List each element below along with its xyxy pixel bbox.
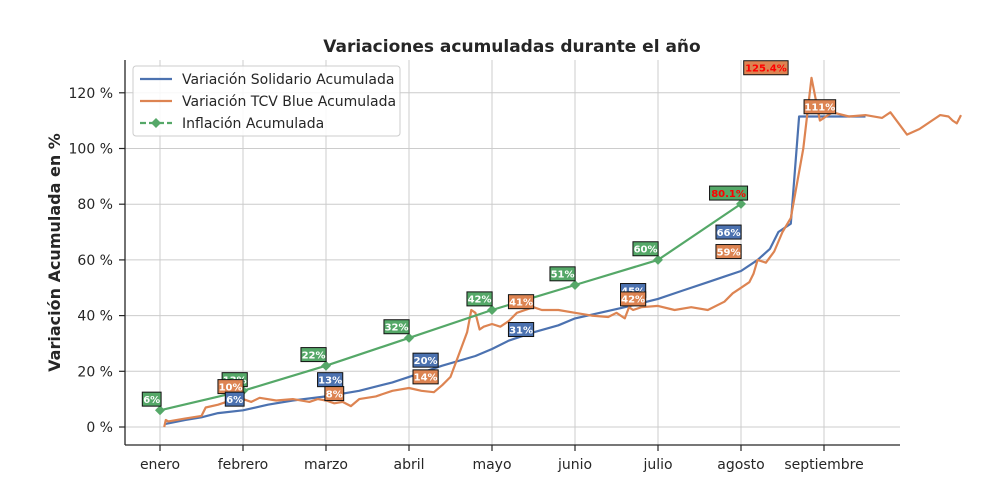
x-tick-label: septiembre	[784, 457, 863, 473]
data-label-text: 66%	[717, 228, 741, 239]
inflacion-marker	[321, 360, 331, 371]
data-label-text: 14%	[414, 373, 438, 384]
legend-diamond-marker	[151, 118, 161, 128]
x-tick-label: junio	[557, 457, 592, 473]
data-label: 20%	[412, 352, 439, 368]
x-tick-label: julio	[642, 457, 672, 473]
tick-labels: enero febrero marzo abril mayo junio julio agos…	[69, 86, 864, 473]
data-label: 111%	[803, 99, 837, 115]
chart-title: Variaciones acumuladas durante el año	[323, 37, 700, 57]
data-label-box	[141, 391, 162, 407]
x-tick-label: enero	[140, 457, 180, 473]
y-tick-label: 100 %	[69, 142, 113, 158]
data-label-text: 60%	[634, 245, 658, 256]
legend-label: Variación TCV Blue Acumulada	[182, 94, 396, 110]
data-label-text: 8%	[326, 389, 343, 400]
data-label-text: 42%	[621, 295, 645, 306]
y-axis-title: Variación Acumulada en %	[45, 133, 64, 372]
data-label: 8%	[324, 386, 345, 402]
y-tick-label: 0 %	[86, 420, 113, 436]
data-label-text: 32%	[385, 323, 409, 334]
data-label-box	[803, 99, 837, 115]
legend-box	[132, 65, 401, 137]
data-label: 32%	[383, 319, 410, 335]
inflacion-marker	[736, 198, 746, 209]
data-label-box	[715, 224, 742, 240]
data-label: 66%	[715, 224, 742, 240]
data-label-text: 31%	[509, 325, 533, 336]
series-line-2	[159, 202, 742, 412]
data-label: 51%	[549, 266, 576, 282]
data-label-box	[507, 294, 535, 310]
legend-label: Inflación Acumulada	[182, 116, 324, 132]
data-label: 125.4%	[743, 60, 789, 76]
x-tick-label: mayo	[472, 457, 511, 473]
data-label-box	[383, 319, 410, 335]
data-label: 31%	[507, 322, 535, 338]
y-tick-label: 120 %	[69, 86, 113, 102]
y-tick-label: 20 %	[77, 364, 113, 380]
data-label-text: 6%	[143, 395, 160, 406]
data-label-box	[709, 185, 749, 201]
x-tick-label: abril	[393, 457, 424, 473]
x-tick-label: agosto	[717, 457, 764, 473]
data-label: 60%	[632, 241, 659, 257]
data-label-box	[715, 244, 742, 260]
data-label: 6%	[141, 391, 162, 407]
axes	[119, 60, 900, 451]
data-label: 10%	[217, 379, 244, 395]
legend: Variación Solidario Acumulada Variación T…	[132, 65, 401, 137]
data-label: 6%	[224, 391, 245, 407]
legend-label: Variación Solidario Acumulada	[182, 72, 394, 88]
data-label: 59%	[715, 244, 742, 260]
x-tick-label: febrero	[218, 457, 269, 473]
series-line-0	[163, 115, 866, 426]
data-label: 80.1%	[709, 185, 749, 201]
data-label-text: 59%	[717, 247, 741, 258]
data-label-text: 42%	[468, 295, 492, 306]
annotation-layer: 6%13%10%6%22%13%8%32%20%14%42%41%31%51%6…	[141, 60, 837, 407]
data-label-box	[632, 241, 659, 257]
data-label-box	[412, 352, 439, 368]
data-label-text: 125.4%	[745, 64, 787, 75]
data-label-box	[466, 291, 493, 307]
data-label-box	[224, 391, 245, 407]
data-label-text: 22%	[302, 350, 326, 361]
data-label-box	[300, 347, 327, 363]
data-label-box	[743, 60, 789, 76]
inflacion-marker	[487, 305, 497, 316]
data-label-box	[549, 266, 576, 282]
y-tick-label: 60 %	[77, 253, 113, 269]
data-label: 22%	[300, 347, 327, 363]
data-label: 14%	[412, 369, 439, 385]
data-label: 42%	[466, 291, 493, 307]
inflacion-marker	[155, 405, 165, 416]
data-label-text: 41%	[509, 297, 533, 308]
x-tick-label: marzo	[304, 457, 348, 473]
y-tick-label: 40 %	[77, 309, 113, 325]
data-label-text: 20%	[414, 356, 438, 367]
y-tick-label: 80 %	[77, 197, 113, 213]
data-label-text: 80.1%	[711, 189, 746, 200]
data-label: 41%	[507, 294, 535, 310]
data-label-text: 6%	[226, 395, 243, 406]
data-label: 42%	[620, 291, 647, 307]
data-label-text: 13%	[318, 375, 342, 386]
inflacion-marker	[404, 332, 414, 343]
data-label: 13%	[317, 372, 344, 388]
data-label-box	[620, 291, 647, 307]
data-label-text: 10%	[219, 382, 243, 393]
data-label-box	[507, 322, 535, 338]
data-label-box	[324, 386, 345, 402]
inflacion-marker	[653, 254, 663, 265]
data-label-text: 111%	[804, 103, 835, 114]
data-label-box	[412, 369, 439, 385]
data-label-text: 51%	[551, 270, 575, 281]
grid-lines	[125, 60, 900, 445]
inflacion-marker	[570, 279, 580, 290]
